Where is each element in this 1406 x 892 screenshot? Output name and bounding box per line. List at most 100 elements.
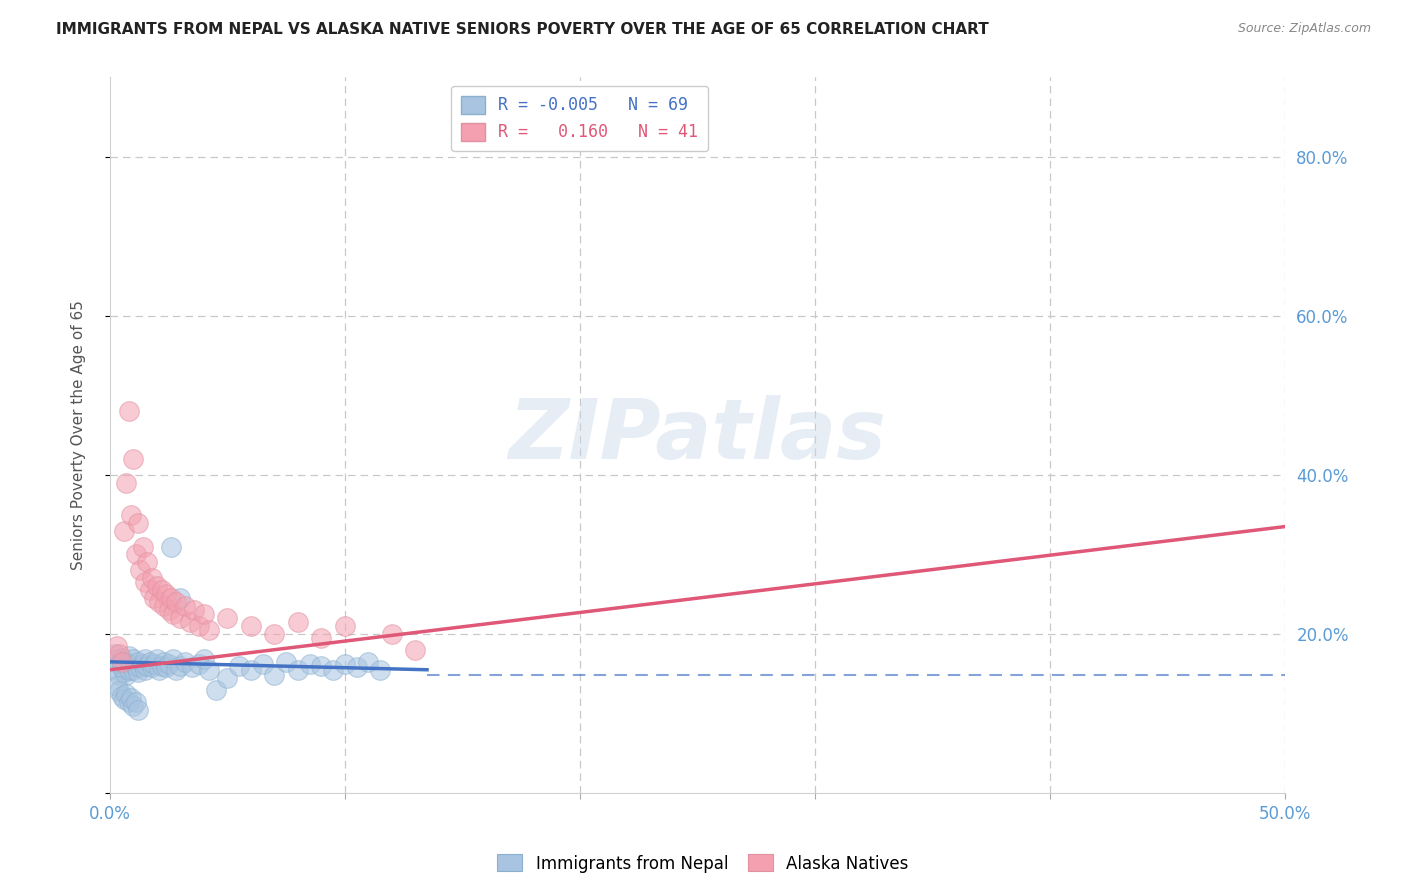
- Point: [108, 668, 131, 682]
- Point: [322, 663, 344, 677]
- Point: [110, 689, 132, 703]
- Point: [112, 655, 135, 669]
- Point: [125, 658, 148, 673]
- Point: [148, 595, 170, 609]
- Point: [179, 615, 201, 629]
- Point: [155, 587, 177, 601]
- Text: IMMIGRANTS FROM NEPAL VS ALASKA NATIVE SENIORS POVERTY OVER THE AGE OF 65 CORREL: IMMIGRANTS FROM NEPAL VS ALASKA NATIVE S…: [56, 22, 988, 37]
- Point: [263, 668, 285, 682]
- Point: [239, 619, 262, 633]
- Point: [165, 595, 187, 609]
- Point: [141, 660, 163, 674]
- Point: [120, 657, 142, 672]
- Point: [188, 619, 211, 633]
- Point: [333, 619, 356, 633]
- Point: [132, 657, 155, 672]
- Point: [127, 665, 149, 680]
- Point: [311, 631, 333, 645]
- Point: [105, 652, 128, 666]
- Point: [122, 698, 145, 713]
- Point: [197, 623, 219, 637]
- Point: [132, 540, 155, 554]
- Point: [148, 663, 170, 677]
- Point: [287, 615, 309, 629]
- Point: [115, 668, 138, 682]
- Text: Source: ZipAtlas.com: Source: ZipAtlas.com: [1237, 22, 1371, 36]
- Point: [127, 655, 149, 669]
- Point: [143, 657, 166, 672]
- Point: [129, 563, 152, 577]
- Point: [174, 655, 197, 669]
- Point: [141, 571, 163, 585]
- Legend: R = -0.005   N = 69, R =   0.160   N = 41: R = -0.005 N = 69, R = 0.160 N = 41: [451, 86, 709, 152]
- Point: [105, 639, 128, 653]
- Point: [112, 692, 135, 706]
- Point: [160, 540, 183, 554]
- Point: [146, 652, 169, 666]
- Point: [157, 603, 180, 617]
- Point: [112, 524, 135, 538]
- Point: [117, 663, 139, 677]
- Point: [117, 404, 139, 418]
- Point: [162, 652, 184, 666]
- Point: [125, 548, 148, 562]
- Point: [204, 682, 226, 697]
- Point: [115, 658, 138, 673]
- Point: [115, 475, 138, 490]
- Point: [127, 702, 149, 716]
- Point: [183, 603, 205, 617]
- Point: [120, 690, 142, 705]
- Point: [122, 452, 145, 467]
- Point: [117, 649, 139, 664]
- Point: [110, 660, 132, 674]
- Point: [162, 607, 184, 621]
- Point: [157, 657, 180, 672]
- Point: [115, 687, 138, 701]
- Point: [136, 556, 159, 570]
- Point: [252, 657, 274, 672]
- Point: [139, 583, 162, 598]
- Point: [239, 663, 262, 677]
- Point: [298, 657, 321, 672]
- Point: [160, 591, 183, 606]
- Point: [139, 655, 162, 669]
- Point: [263, 627, 285, 641]
- Point: [134, 652, 156, 666]
- Point: [274, 655, 297, 669]
- Point: [153, 599, 176, 614]
- Point: [150, 658, 173, 673]
- Point: [193, 607, 215, 621]
- Point: [110, 650, 132, 665]
- Point: [197, 663, 219, 677]
- Point: [287, 663, 309, 677]
- Point: [155, 660, 177, 674]
- Y-axis label: Seniors Poverty Over the Age of 65: Seniors Poverty Over the Age of 65: [72, 301, 86, 570]
- Point: [125, 694, 148, 708]
- Point: [105, 663, 128, 677]
- Point: [112, 665, 135, 680]
- Point: [117, 694, 139, 708]
- Point: [150, 583, 173, 598]
- Point: [134, 575, 156, 590]
- Point: [136, 658, 159, 673]
- Point: [105, 679, 128, 693]
- Legend: Immigrants from Nepal, Alaska Natives: Immigrants from Nepal, Alaska Natives: [491, 847, 915, 880]
- Point: [134, 663, 156, 677]
- Point: [143, 591, 166, 606]
- Point: [169, 658, 191, 673]
- Point: [153, 655, 176, 669]
- Point: [169, 611, 191, 625]
- Point: [129, 660, 152, 674]
- Point: [381, 627, 404, 641]
- Point: [217, 611, 239, 625]
- Point: [103, 647, 125, 661]
- Point: [188, 657, 211, 672]
- Point: [346, 660, 368, 674]
- Point: [165, 663, 187, 677]
- Point: [174, 599, 197, 614]
- Point: [146, 579, 169, 593]
- Point: [120, 508, 142, 522]
- Text: ZIPatlas: ZIPatlas: [508, 394, 886, 475]
- Point: [311, 658, 333, 673]
- Point: [122, 663, 145, 677]
